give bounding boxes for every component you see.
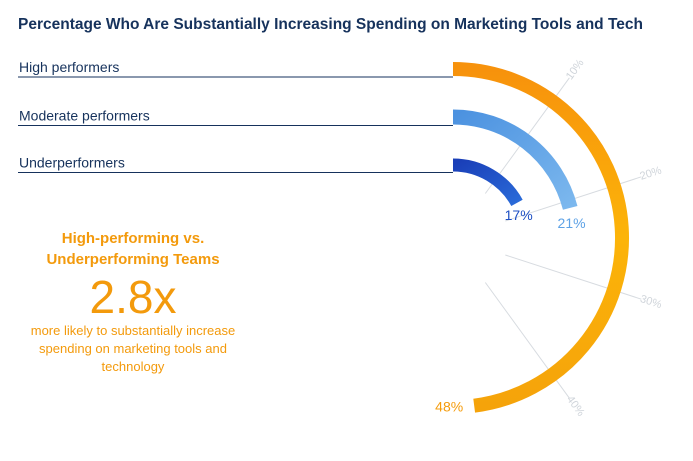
chart-title: Percentage Who Are Substantially Increas… [18,16,643,33]
tick-label-40: 40% [564,394,587,419]
legend-label-2: Underperformers [19,155,125,171]
value-label-2: 17% [505,207,533,223]
tick-label-30: 30% [639,293,664,311]
legend-label-0: High performers [19,59,119,75]
arc-bar-2 [452,158,523,207]
callout-heading: High-performing vs. Underperforming Team… [46,230,220,268]
highlight-callout: High-performing vs. Underperforming Team… [18,228,248,376]
legend-label-1: Moderate performers [19,108,150,124]
arc-bar-1 [452,109,578,210]
callout-multiplier: 2.8x [89,271,177,323]
value-label-1: 21% [558,215,586,231]
tick-label-10: 10% [564,57,587,82]
arc-bar-0 [452,62,630,413]
callout-description: more likely to substantially increase sp… [30,323,236,374]
tick-label-20: 20% [638,164,663,182]
value-label-0: 48% [435,399,463,415]
grid-line-40 [484,282,570,399]
